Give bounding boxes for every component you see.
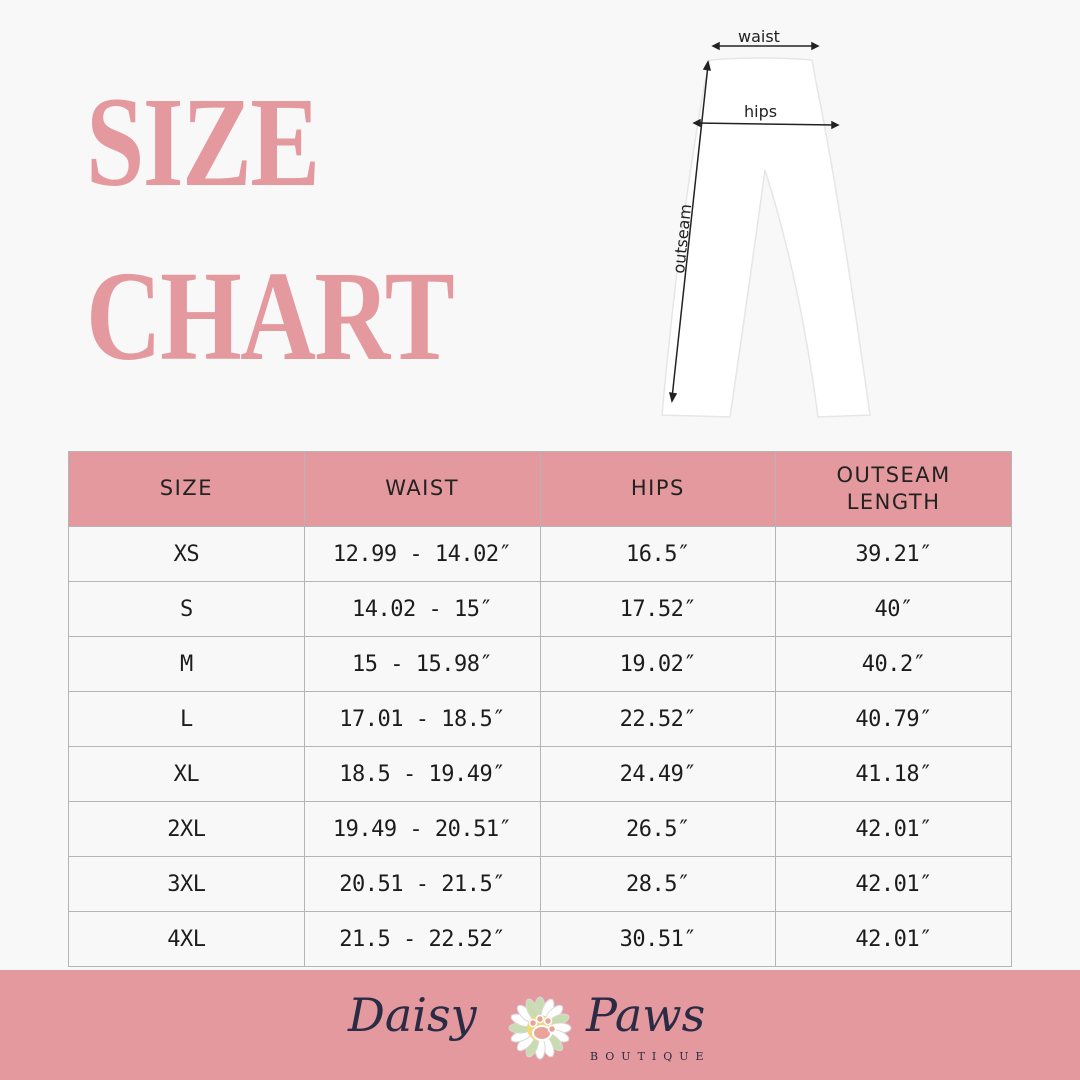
cell-waist: 15 - 15.98″ — [303, 636, 541, 692]
cell-size: M — [68, 636, 305, 692]
cell-outseam: 42.01″ — [775, 856, 1012, 912]
cell-waist: 17.01 - 18.5″ — [303, 691, 541, 747]
cell-waist: 12.99 - 14.02″ — [303, 526, 541, 582]
cell-hips: 19.02″ — [539, 636, 777, 692]
table-row: 2XL 19.49 - 20.51″ 26.5″ 42.01″ — [68, 801, 1012, 857]
cell-size: 3XL — [68, 856, 305, 912]
cell-hips: 24.49″ — [539, 746, 777, 802]
cell-hips: 30.51″ — [539, 911, 777, 967]
table-row: XS 12.99 - 14.02″ 16.5″ 39.21″ — [68, 526, 1012, 582]
cell-waist: 14.02 - 15″ — [303, 581, 541, 637]
header-outseam-label: OUTSEAM LENGTH — [836, 462, 951, 514]
cell-size: 4XL — [68, 911, 305, 967]
table-row: XL 18.5 - 19.49″ 24.49″ 41.18″ — [68, 746, 1012, 802]
footer-banner: Daisy Paws BOUTIQUE — [0, 970, 1080, 1080]
cell-size: L — [68, 691, 305, 747]
cell-outseam: 39.21″ — [775, 526, 1012, 582]
header-outseam: OUTSEAM LENGTH — [775, 451, 1012, 527]
table-row: M 15 - 15.98″ 19.02″ 40.2″ — [68, 636, 1012, 692]
cell-hips: 26.5″ — [539, 801, 777, 857]
cell-outseam: 40.2″ — [775, 636, 1012, 692]
brand-subtitle: BOUTIQUE — [590, 1050, 711, 1063]
cell-size: XS — [68, 526, 305, 582]
table-row: 4XL 21.5 - 22.52″ 30.51″ 42.01″ — [68, 911, 1012, 967]
cell-outseam: 42.01″ — [775, 801, 1012, 857]
cell-size: XL — [68, 746, 305, 802]
header-hips: HIPS — [539, 451, 777, 527]
table-header-row: SIZE WAIST HIPS OUTSEAM LENGTH — [68, 451, 1012, 527]
brand-right: Paws — [586, 988, 706, 1042]
cell-outseam: 40″ — [775, 581, 1012, 637]
pants-measurement-diagram: waist hips outseam — [661, 27, 871, 418]
cell-waist: 19.49 - 20.51″ — [303, 801, 541, 857]
pants-illustration — [661, 57, 871, 418]
cell-size: S — [68, 581, 305, 637]
header-waist: WAIST — [303, 451, 541, 527]
brand-left: Daisy — [348, 988, 477, 1042]
cell-waist: 21.5 - 22.52″ — [303, 911, 541, 967]
header-size: SIZE — [68, 451, 305, 527]
table-row: L 17.01 - 18.5″ 22.52″ 40.79″ — [68, 691, 1012, 747]
daisy-paw-icon — [508, 996, 572, 1060]
size-table: SIZE WAIST HIPS OUTSEAM LENGTH XS 12.99 -… — [68, 451, 1012, 967]
title-line-1: SIZE — [86, 71, 320, 213]
cell-outseam: 42.01″ — [775, 911, 1012, 967]
cell-hips: 17.52″ — [539, 581, 777, 637]
cell-waist: 20.51 - 21.5″ — [303, 856, 541, 912]
cell-hips: 16.5″ — [539, 526, 777, 582]
cell-waist: 18.5 - 19.49″ — [303, 746, 541, 802]
cell-hips: 22.52″ — [539, 691, 777, 747]
cell-outseam: 40.79″ — [775, 691, 1012, 747]
cell-size: 2XL — [68, 801, 305, 857]
cell-hips: 28.5″ — [539, 856, 777, 912]
hips-label: hips — [744, 102, 777, 121]
table-row: S 14.02 - 15″ 17.52″ 40″ — [68, 581, 1012, 637]
table-row: 3XL 20.51 - 21.5″ 28.5″ 42.01″ — [68, 856, 1012, 912]
cell-outseam: 41.18″ — [775, 746, 1012, 802]
waist-label: waist — [738, 27, 780, 46]
title-line-2: CHART — [86, 245, 455, 387]
